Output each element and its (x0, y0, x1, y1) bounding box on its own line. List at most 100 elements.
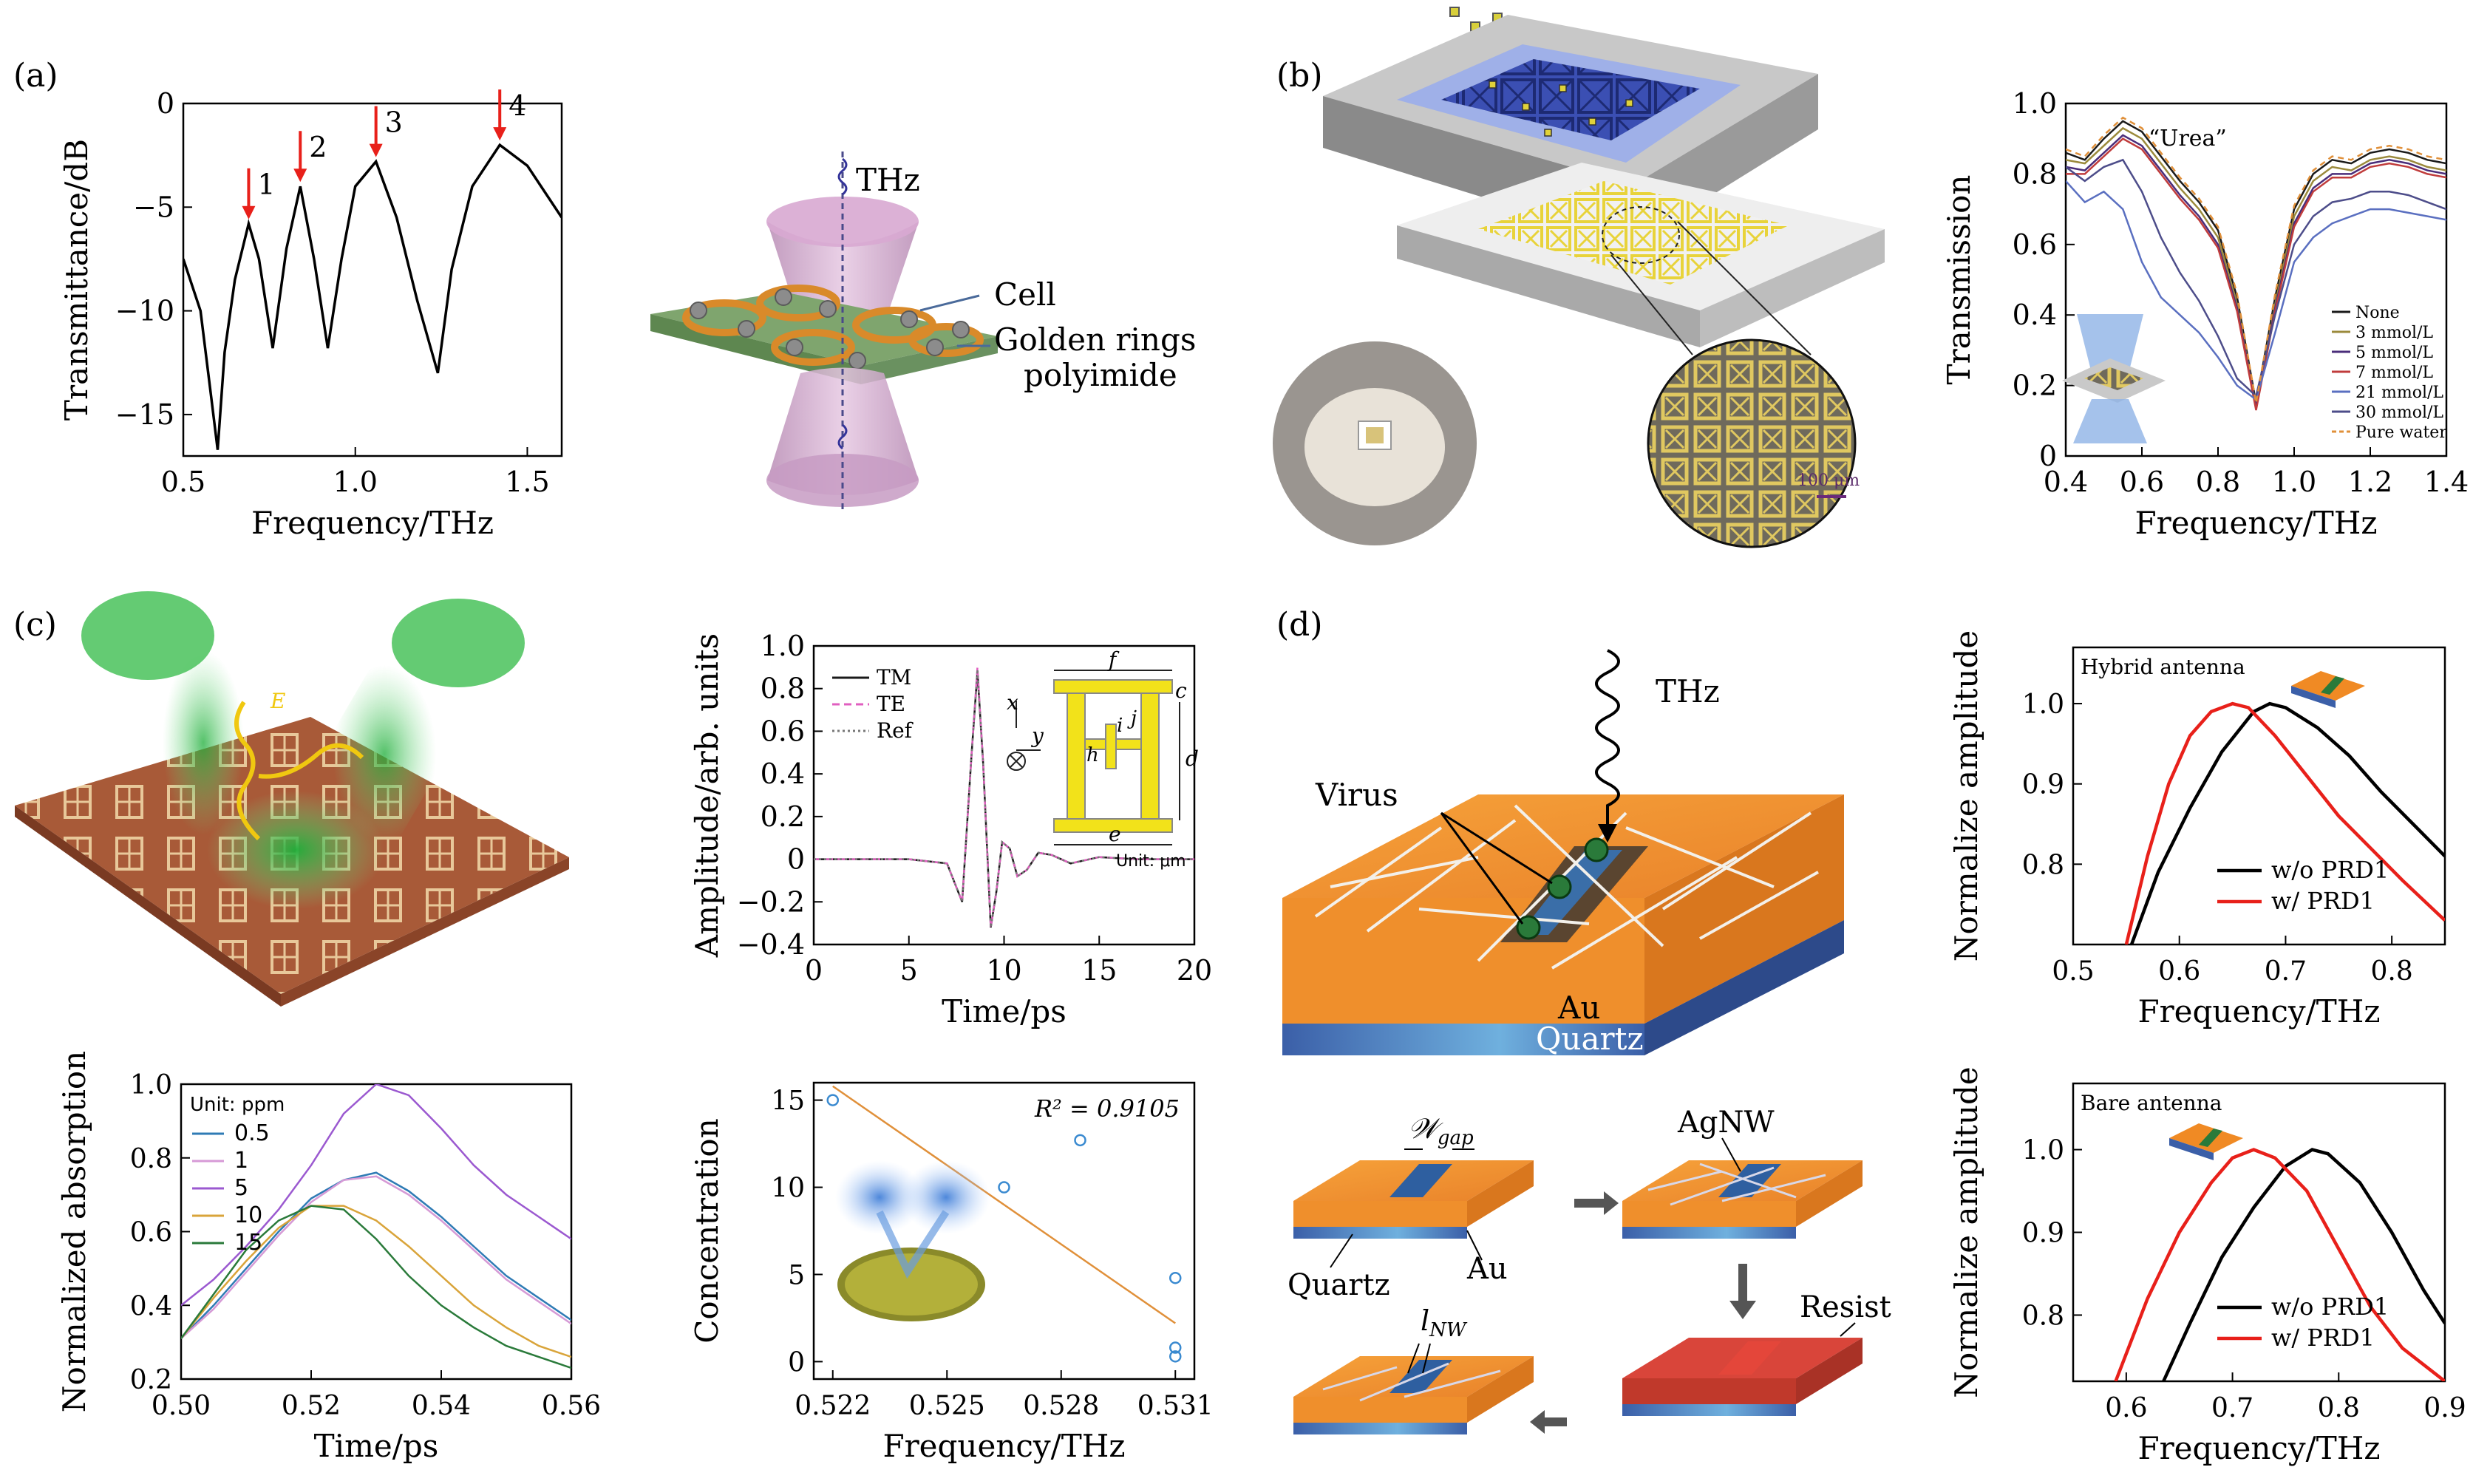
y-tick-label: 0.6 (2013, 228, 2057, 261)
peak-label: 2 (309, 131, 327, 163)
y-axis-label: Normalized absorption (56, 1051, 92, 1412)
data-point (1169, 1271, 1182, 1284)
x-axis-label: Frequency/THz (2134, 505, 2377, 541)
x-axis-label: Time/ps (314, 1428, 439, 1464)
series-line-w-o-prd1 (2162, 1148, 2445, 1381)
label-golden-rings: Golden rings (994, 321, 1196, 358)
series-line-10 (181, 1205, 571, 1358)
label-e-field: E (270, 689, 285, 713)
legend-label: 10 (234, 1202, 262, 1228)
unit-label: Unit: μm (1116, 852, 1186, 871)
x-tick-label: 1.4 (2424, 466, 2469, 498)
x-tick-label: 0.6 (2158, 956, 2200, 987)
y-tick-label: −5 (133, 191, 174, 223)
x-tick-label: 0.522 (795, 1391, 871, 1421)
plot-frame (2072, 646, 2446, 946)
x-tick-label: 5 (900, 954, 918, 987)
x-tick-label: 0.525 (909, 1391, 985, 1421)
legend-label: 30 mmol/L (2355, 404, 2443, 422)
y-axis-label: Concentration (689, 1118, 725, 1344)
label-resist: Resist (1800, 1290, 1891, 1324)
dim-c: c (1175, 678, 1187, 703)
chart-title: “Urea” (2149, 126, 2227, 152)
x-tick-label: 0.7 (2265, 956, 2307, 987)
x-axis-label: Frequency/THz (882, 1428, 1125, 1464)
panel-label-b: (b) (1276, 57, 1323, 95)
chart-d-hybrid-antenna: 0.5 0.6 0.7 0.8 0.8 0.9 1.0 Frequency/THz Normal… (1948, 630, 2446, 1029)
y-tick-label: 1.0 (130, 1070, 172, 1100)
plot-frame (812, 1081, 1196, 1381)
scale-bar-label: 100 μm (1797, 472, 1860, 490)
y-tick-label: 0.8 (2013, 157, 2057, 190)
d-bare-inset (2169, 1123, 2243, 1160)
label-virus: Virus (1315, 777, 1398, 813)
y-axis-label: Amplitude/arb. units (689, 633, 725, 958)
conc-inset (835, 1160, 990, 1321)
y-tick-label: 0.2 (761, 800, 805, 833)
series-line-w-prd1 (2124, 701, 2445, 944)
axis-y-label: y (1030, 724, 1044, 748)
panel-label-c: (c) (13, 606, 57, 644)
series-line-5 (181, 1084, 571, 1307)
axis-x-label: x (1007, 690, 1018, 715)
y-tick-label: 0.4 (2013, 299, 2057, 331)
y-tick-label: 1.0 (2013, 87, 2057, 120)
dim-j: j (1127, 707, 1137, 729)
panel-label-d: (d) (1276, 606, 1323, 644)
legend-label: 7 mmol/L (2355, 364, 2433, 382)
x-tick-label: 1.2 (2348, 466, 2392, 498)
series-line-1 (181, 1175, 571, 1340)
dim-f: f (1107, 647, 1120, 672)
y-tick-label: 0.4 (130, 1291, 172, 1321)
legend-label: 1 (234, 1148, 248, 1174)
panel-d-illustration: THz Virus Au Quartz 𝒲gap Quartz Au AgNW (1282, 649, 1891, 1434)
chart-a-transmittance: 0.5 1.0 1.5 0 −5 −10 −15 Frequency/THz Transmitt… (58, 87, 563, 541)
chart-title: Hybrid antenna (2081, 655, 2245, 679)
x-tick-label: 0.52 (282, 1391, 341, 1421)
y-axis-label: Normalize amplitude (1948, 1066, 1984, 1398)
panel-a-illustration: THz Cell Golden rings polyimide (650, 152, 1196, 510)
label-cell: Cell (994, 276, 1056, 313)
y-tick-label: 0.8 (130, 1144, 172, 1174)
series-line-15 (181, 1205, 571, 1369)
x-tick-label: 0.8 (2196, 466, 2240, 498)
x-axis-label: Time/ps (942, 993, 1067, 1029)
x-axis-label: Frequency/THz (251, 505, 494, 541)
peak-arrowhead (369, 143, 383, 157)
y-tick-label: 0.8 (2022, 850, 2064, 880)
y-tick-label: 10 (771, 1174, 805, 1204)
peak-label: 1 (257, 169, 275, 201)
chart-b-transmission: 0.4 0.6 0.8 1.0 1.2 1.4 0 0.2 0.4 0.6 0.8 1.0 Freque… (1941, 87, 2469, 541)
peak-arrowhead (293, 169, 307, 183)
y-tick-label: 0.9 (2022, 1219, 2064, 1249)
x-tick-label: 0.54 (412, 1391, 471, 1421)
y-tick-label: 0.9 (2022, 770, 2064, 800)
legend-label: 15 (234, 1230, 262, 1256)
panel-c-illustration: E (15, 591, 569, 1007)
label-thz-a: THz (856, 162, 920, 198)
dim-d: d (1186, 746, 1199, 771)
series-line-7-mmol-l (2066, 137, 2446, 411)
y-axis-label: Normalize amplitude (1948, 630, 1984, 961)
y-tick-label: 0.6 (130, 1218, 172, 1248)
series-line-30-mmol-l (2066, 158, 2446, 398)
peak-label: 4 (508, 89, 526, 122)
data-point (1074, 1134, 1086, 1147)
d-hybrid-inset (2291, 671, 2365, 708)
x-tick-label: 1.5 (505, 466, 549, 498)
x-tick-label: 0.56 (542, 1391, 601, 1421)
y-tick-label: 0.4 (761, 758, 805, 790)
x-tick-label: 10 (986, 954, 1021, 987)
legend-label: Pure water (2355, 423, 2447, 442)
x-tick-label: 0 (805, 954, 823, 987)
series-line-tm (814, 671, 1194, 928)
x-tick-label: 0.6 (2105, 1393, 2147, 1423)
y-tick-label: 5 (788, 1260, 805, 1290)
series-line-w-o-prd1 (2129, 701, 2445, 944)
x-tick-label: 0.8 (2318, 1393, 2360, 1423)
chart-title: Bare antenna (2081, 1091, 2222, 1115)
label-polyimide: polyimide (1024, 357, 1177, 393)
x-tick-label: 1.0 (2272, 466, 2316, 498)
x-tick-label: 0.528 (1023, 1391, 1099, 1421)
x-axis-label: Frequency/THz (2137, 1430, 2380, 1466)
